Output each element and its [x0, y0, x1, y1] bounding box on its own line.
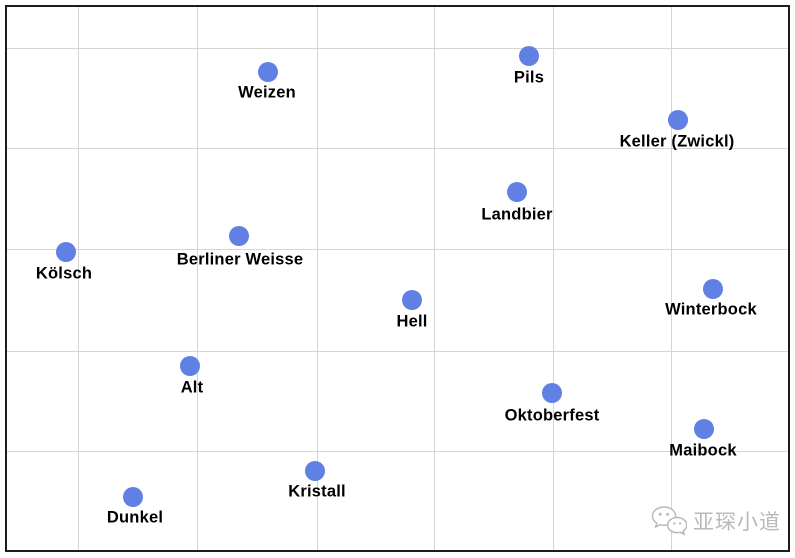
- data-point-label: Landbier: [481, 205, 553, 224]
- data-point-label: Maibock: [669, 441, 737, 460]
- horizontal-gridline: [7, 249, 788, 250]
- data-point: [703, 279, 723, 299]
- data-point-label: Winterbock: [665, 300, 757, 319]
- vertical-gridline: [553, 7, 554, 550]
- data-point-label: Keller (Zwickl): [619, 132, 735, 151]
- data-point: [123, 487, 143, 507]
- horizontal-gridline: [7, 48, 788, 49]
- vertical-gridline: [78, 7, 79, 550]
- watermark-text: 亚琛小道: [693, 511, 781, 534]
- data-point: [180, 356, 200, 376]
- data-point-label: Weizen: [238, 83, 296, 102]
- vertical-gridline: [197, 7, 198, 550]
- data-point-label: Dunkel: [106, 508, 164, 527]
- data-point: [229, 226, 249, 246]
- vertical-gridline: [671, 7, 672, 550]
- data-point: [305, 461, 325, 481]
- data-point-label: Pils: [513, 68, 545, 87]
- vertical-gridline: [434, 7, 435, 550]
- data-point-label: Oktoberfest: [504, 406, 600, 425]
- data-point-label: Kristall: [288, 482, 346, 501]
- horizontal-gridline: [7, 351, 788, 352]
- data-point: [519, 46, 539, 66]
- data-point: [694, 419, 714, 439]
- data-point-label: Kölsch: [35, 264, 93, 283]
- data-point: [402, 290, 422, 310]
- data-point: [56, 242, 76, 262]
- data-point: [542, 383, 562, 403]
- vertical-gridline: [317, 7, 318, 550]
- plot-border: [5, 5, 790, 552]
- data-point: [668, 110, 688, 130]
- data-point-label: Hell: [396, 312, 428, 331]
- data-point: [258, 62, 278, 82]
- data-point: [507, 182, 527, 202]
- data-point-label: Berliner Weisse: [176, 250, 304, 269]
- horizontal-gridline: [7, 451, 788, 452]
- watermark: 亚琛小道: [651, 505, 781, 537]
- wechat-icon: [651, 506, 687, 536]
- horizontal-gridline: [7, 148, 788, 149]
- data-point-label: Alt: [180, 378, 204, 397]
